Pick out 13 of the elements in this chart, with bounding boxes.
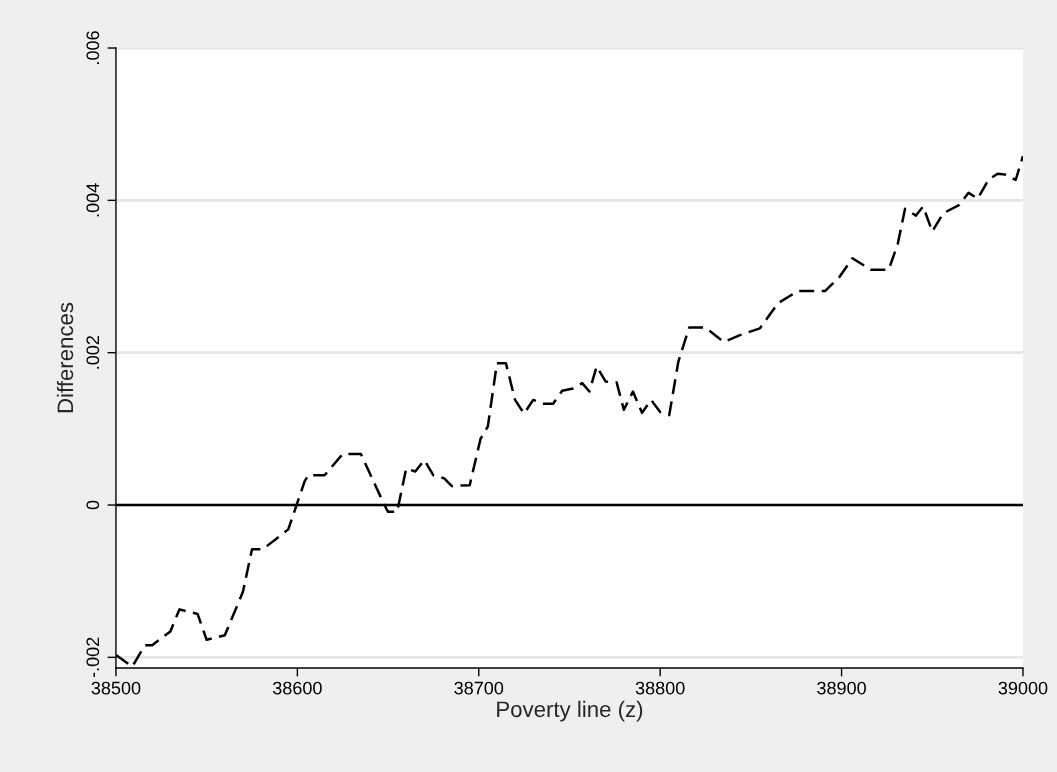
y-tick-label: .002 xyxy=(86,336,100,369)
x-tick-label: 38900 xyxy=(817,681,866,695)
y-tick-label: .006 xyxy=(86,31,100,64)
y-tick-label: -.002 xyxy=(86,637,100,678)
x-tick-label: 38500 xyxy=(91,681,141,695)
y-axis-title: Differences xyxy=(56,302,74,413)
y-tick-label: .004 xyxy=(86,183,100,217)
x-tick-label: 38700 xyxy=(454,681,504,695)
x-tick-label: 38800 xyxy=(635,681,685,695)
x-tick-label: 39000 xyxy=(998,681,1048,695)
x-axis-title: Poverty line (z) xyxy=(497,700,643,722)
x-tick-label: 38600 xyxy=(272,681,322,695)
y-tick-label: 0 xyxy=(86,500,100,510)
